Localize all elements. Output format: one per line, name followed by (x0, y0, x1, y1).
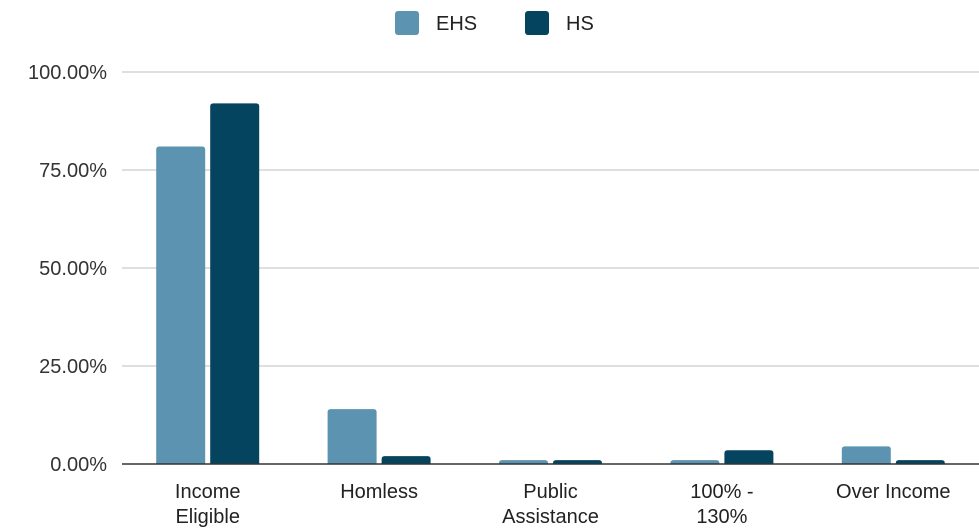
y-axis-ticks: 0.00% 25.00% 50.00% 75.00% 100.00% (28, 62, 107, 476)
y-tick-label: 100.00% (28, 62, 107, 84)
legend-label: HS (566, 13, 594, 35)
legend-swatch (395, 11, 419, 35)
bar-ehs (327, 409, 377, 464)
bar-ehs (841, 446, 891, 464)
bar-hs (381, 456, 431, 464)
x-axis-labels: Income Eligible Homless Public Assistance 100… (175, 481, 951, 528)
x-tick-label: Income Eligible (175, 481, 241, 528)
gridlines (122, 71, 979, 367)
bar-hs (553, 460, 602, 464)
bar-ehs (670, 460, 720, 464)
x-tick-label: Over Income (836, 481, 950, 503)
bar-ehs (156, 146, 206, 465)
legend-swatch (525, 11, 549, 35)
legend-label: EHS (436, 13, 477, 35)
legend: EHS HS (395, 11, 594, 35)
bar-hs (895, 460, 945, 464)
x-tick-label: Public Assistance (502, 481, 599, 528)
y-tick-label: 50.00% (39, 258, 107, 280)
y-tick-label: 75.00% (39, 160, 107, 182)
x-tick-label: Homless (340, 481, 418, 503)
bar-hs (724, 450, 774, 464)
x-tick-label: 100% -130% (690, 481, 753, 528)
y-tick-label: 25.00% (39, 356, 107, 378)
bar-hs (210, 103, 260, 465)
y-tick-label: 0.00% (50, 454, 107, 476)
bar-ehs (499, 460, 548, 464)
bars (156, 103, 945, 465)
